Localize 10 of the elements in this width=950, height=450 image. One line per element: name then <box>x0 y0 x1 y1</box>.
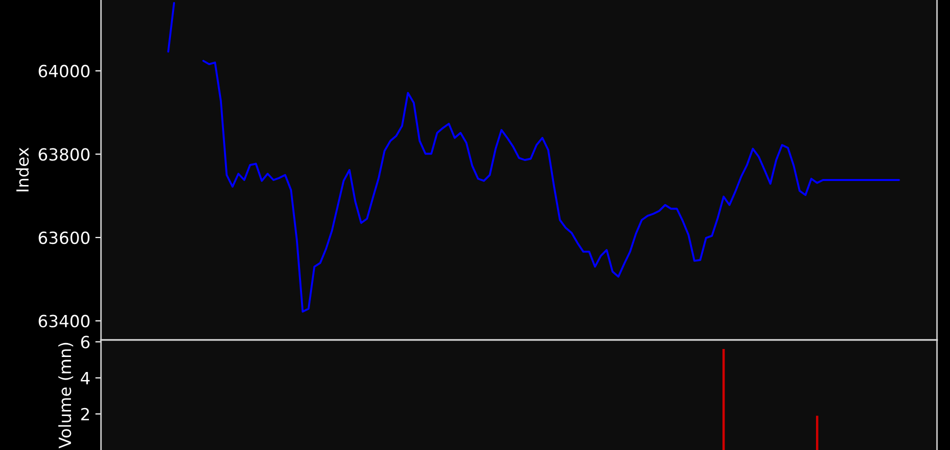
y-tick-label: 64000 <box>38 64 90 78</box>
y-tick-label: 63400 <box>38 314 90 328</box>
y-tick-label: 2 <box>81 408 89 420</box>
y-axis-title: Volume (mn) <box>58 342 74 448</box>
y-tick-label: 4 <box>80 372 90 384</box>
y-tick-label: 63800 <box>38 148 90 161</box>
y-axis-title: Index <box>16 148 29 192</box>
y-tick-label: 6 <box>81 336 90 348</box>
y-tick-label: 63600 <box>38 231 90 244</box>
line-series <box>202 60 900 313</box>
